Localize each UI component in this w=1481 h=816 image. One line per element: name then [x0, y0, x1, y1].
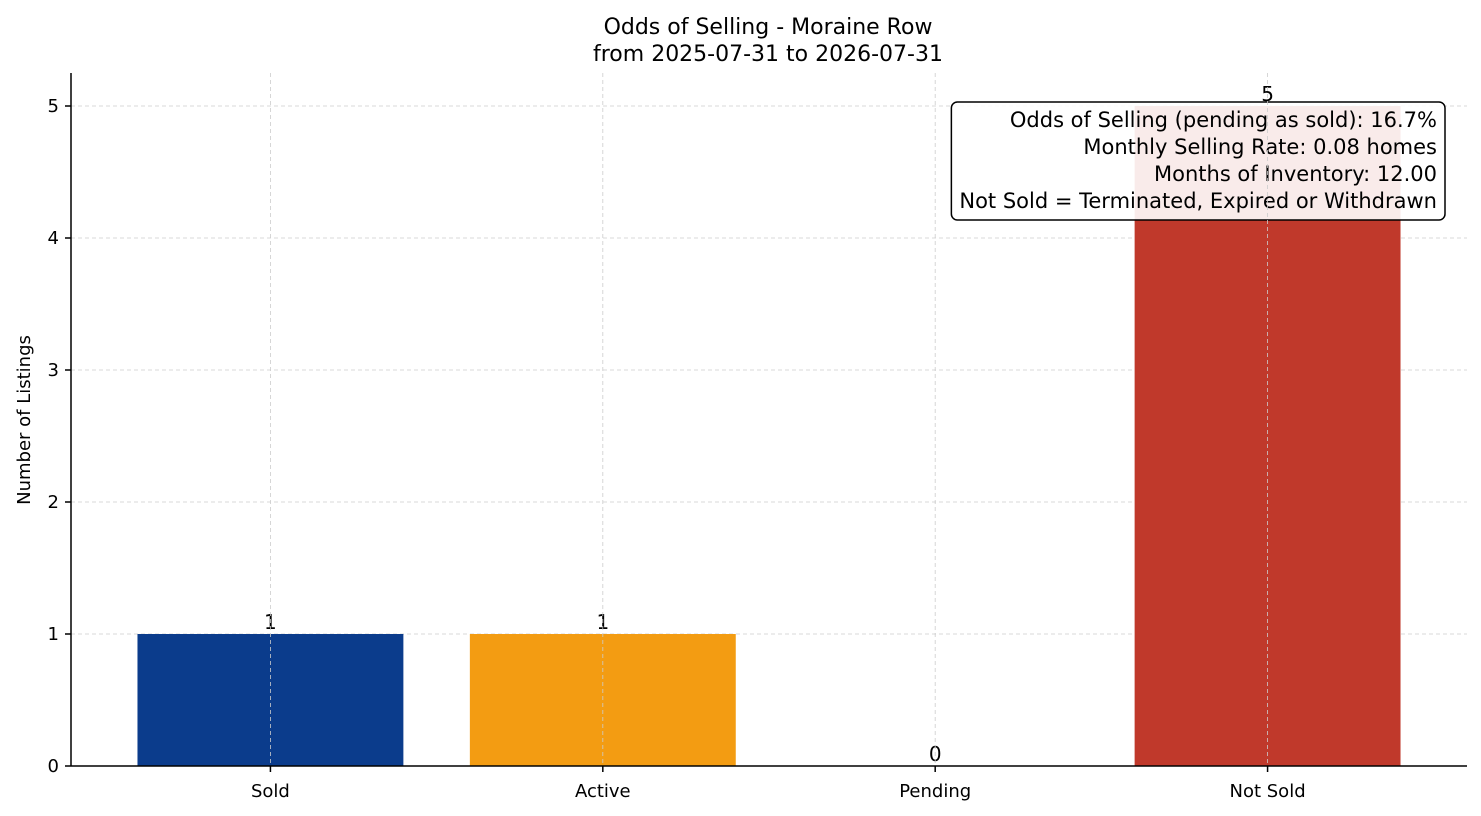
info-line: Odds of Selling (pending as sold): 16.7%: [1010, 108, 1437, 132]
x-tick-label: Pending: [899, 781, 971, 802]
axes: 0 1 2 3 4 5 Sold Active Pending Not Sold: [48, 73, 1467, 802]
info-box-frame: [950, 101, 1446, 221]
chart-title: Odds of Selling - Moraine Row: [604, 15, 933, 40]
y-axis-label: Number of Listings: [14, 335, 35, 505]
info-line: Not Sold = Terminated, Expired or Withdr…: [959, 189, 1437, 213]
y-tick-label: 1: [48, 624, 59, 645]
info-line: Monthly Selling Rate: 0.08 homes: [1083, 135, 1437, 159]
info-line: Months of Inventory: 12.00: [1154, 162, 1437, 186]
x-tick-label: Sold: [251, 781, 290, 802]
stats-info-box: Odds of Selling (pending as sold): 16.7%…: [950, 101, 1446, 221]
chart-subtitle: from 2025-07-31 to 2026-07-31: [593, 42, 943, 67]
y-tick-label: 2: [48, 492, 59, 513]
y-tick-label: 4: [48, 228, 59, 249]
y-tick-label: 5: [48, 96, 59, 117]
y-tick-label: 0: [48, 756, 59, 777]
x-tick-label: Not Sold: [1230, 781, 1306, 802]
x-tick-label: Active: [575, 781, 631, 802]
y-tick-label: 3: [48, 360, 59, 381]
